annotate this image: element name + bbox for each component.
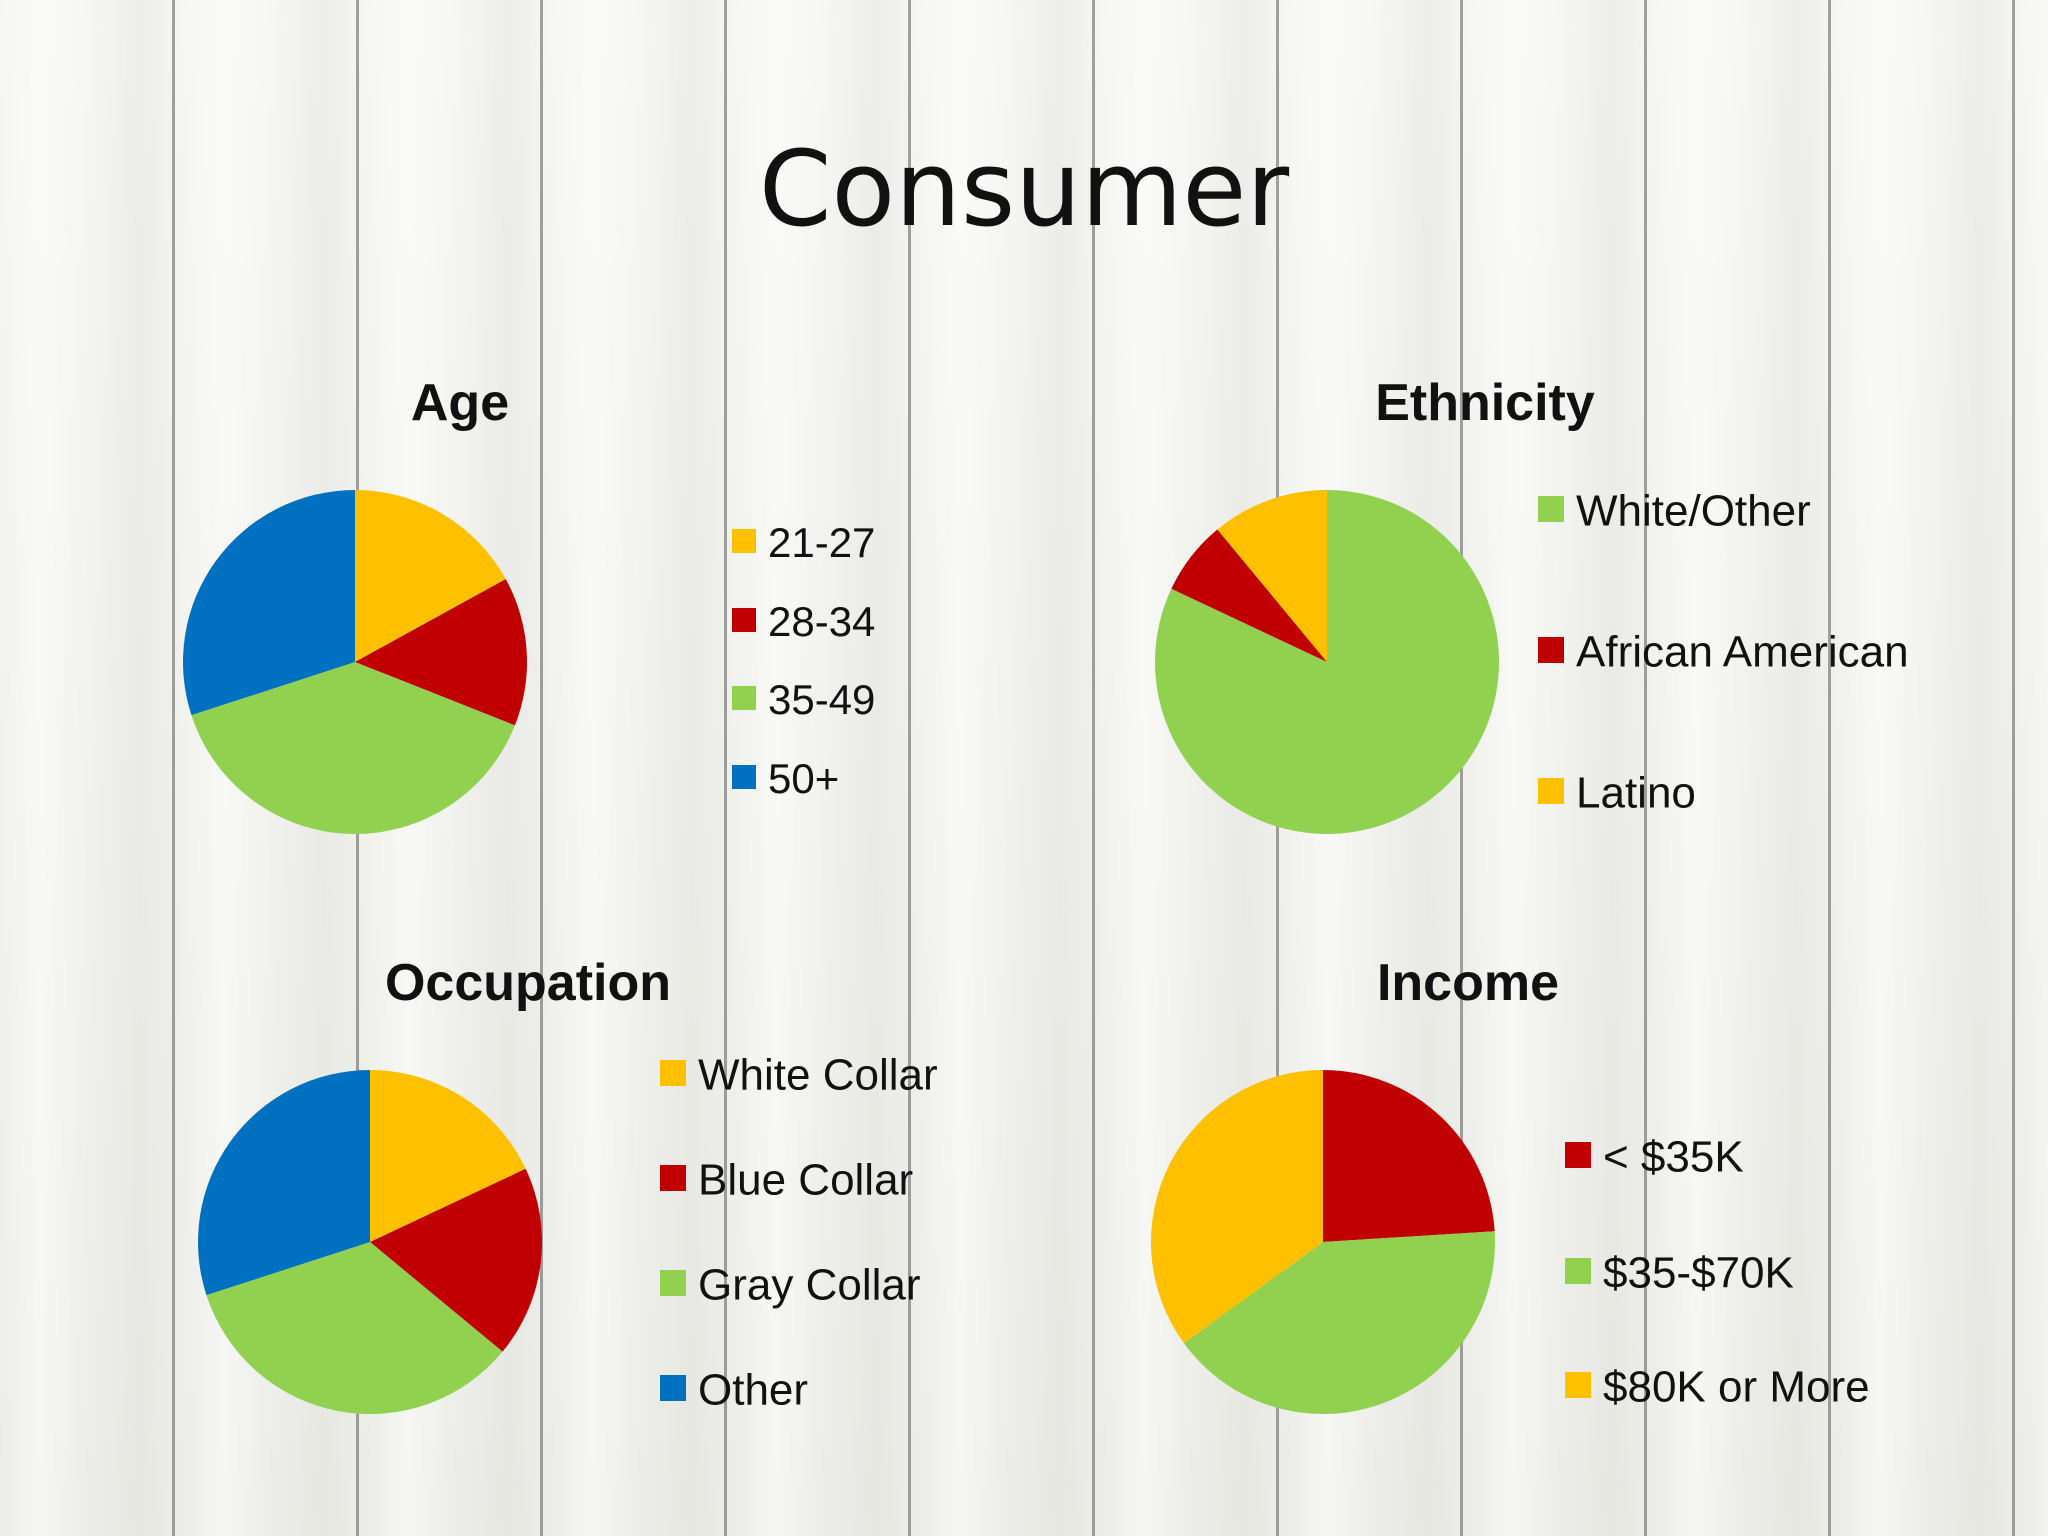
age-legend-label-21-27: 21-27 (768, 519, 875, 566)
ethnicity-legend-label-african-american: African American (1576, 628, 1909, 677)
age-chart-title: Age (411, 374, 509, 432)
age-legend-label-50: 50+ (768, 755, 839, 802)
income-legend-label-35k: < $35K (1603, 1133, 1744, 1182)
income-legend: < $35K $35-$70K $80K or More (1565, 1133, 1870, 1412)
income-legend-label-35-70k: $35-$70K (1603, 1249, 1794, 1298)
income-slice-35-70k (1183, 1231, 1495, 1414)
occupation-legend: White Collar Blue Collar Gray Collar Other (660, 1051, 938, 1415)
age-legend-swatch-28-34 (732, 608, 756, 632)
income-pie-chart: Income < $35K $35-$70K $80K or More (1151, 954, 1870, 1414)
income-legend-swatch-35k (1565, 1142, 1591, 1168)
occupation-legend-label-blue-collar: Blue Collar (698, 1156, 913, 1205)
age-pie-chart: Age 21-27 28-34 35-49 50+ (183, 374, 875, 834)
age-legend-label-28-34: 28-34 (768, 598, 875, 645)
ethnicity-slice-african-american (1171, 529, 1327, 662)
ethnicity-legend: White/Other African American Latino (1538, 487, 1909, 818)
income-legend-swatch-80k-or-more (1565, 1372, 1591, 1398)
income-chart-title: Income (1377, 954, 1559, 1012)
age-slice-50 (183, 490, 355, 716)
income-legend-swatch-35-70k (1565, 1258, 1591, 1284)
ethnicity-slice-white-other (1155, 490, 1500, 835)
age-legend-label-35-49: 35-49 (768, 676, 875, 723)
income-slice-80k-or-more (1151, 1070, 1323, 1344)
age-slice-21-27 (355, 490, 506, 662)
occupation-slice-blue-collar (370, 1168, 543, 1352)
ethnicity-legend-label-white-other: White/Other (1576, 487, 1811, 536)
ethnicity-legend-swatch-white-other (1538, 496, 1564, 522)
occupation-pie-chart: Occupation White Collar Blue Collar Gray Co… (198, 954, 938, 1415)
ethnicity-legend-label-latino: Latino (1576, 769, 1696, 818)
occupation-legend-label-white-collar: White Collar (698, 1051, 938, 1100)
occupation-legend-label-other: Other (698, 1366, 808, 1415)
income-slice-35k (1323, 1070, 1495, 1242)
ethnicity-slice-latino (1217, 490, 1327, 662)
occupation-legend-swatch-other (660, 1375, 686, 1401)
occupation-legend-label-gray-collar: Gray Collar (698, 1261, 921, 1310)
income-legend-label-80k-or-more: $80K or More (1603, 1363, 1870, 1412)
occupation-chart-title: Occupation (385, 954, 671, 1012)
age-legend-swatch-50 (732, 765, 756, 789)
occupation-legend-swatch-gray-collar (660, 1270, 686, 1296)
occupation-slice-gray-collar (206, 1242, 503, 1415)
age-legend-swatch-35-49 (732, 686, 756, 710)
age-slice-35-49 (191, 662, 515, 834)
age-legend: 21-27 28-34 35-49 50+ (732, 519, 875, 802)
page-title: Consumer (758, 128, 1290, 250)
ethnicity-legend-swatch-latino (1538, 778, 1564, 804)
ethnicity-chart-title: Ethnicity (1375, 374, 1595, 432)
age-slice-28-34 (355, 579, 527, 726)
occupation-legend-swatch-white-collar (660, 1060, 686, 1086)
ethnicity-legend-swatch-african-american (1538, 637, 1564, 663)
occupation-slice-other (198, 1070, 370, 1296)
occupation-slice-white-collar (370, 1070, 526, 1242)
ethnicity-pie-chart: Ethnicity White/Other African American Lati… (1155, 374, 1909, 835)
age-legend-swatch-21-27 (732, 529, 756, 553)
occupation-legend-swatch-blue-collar (660, 1165, 686, 1191)
